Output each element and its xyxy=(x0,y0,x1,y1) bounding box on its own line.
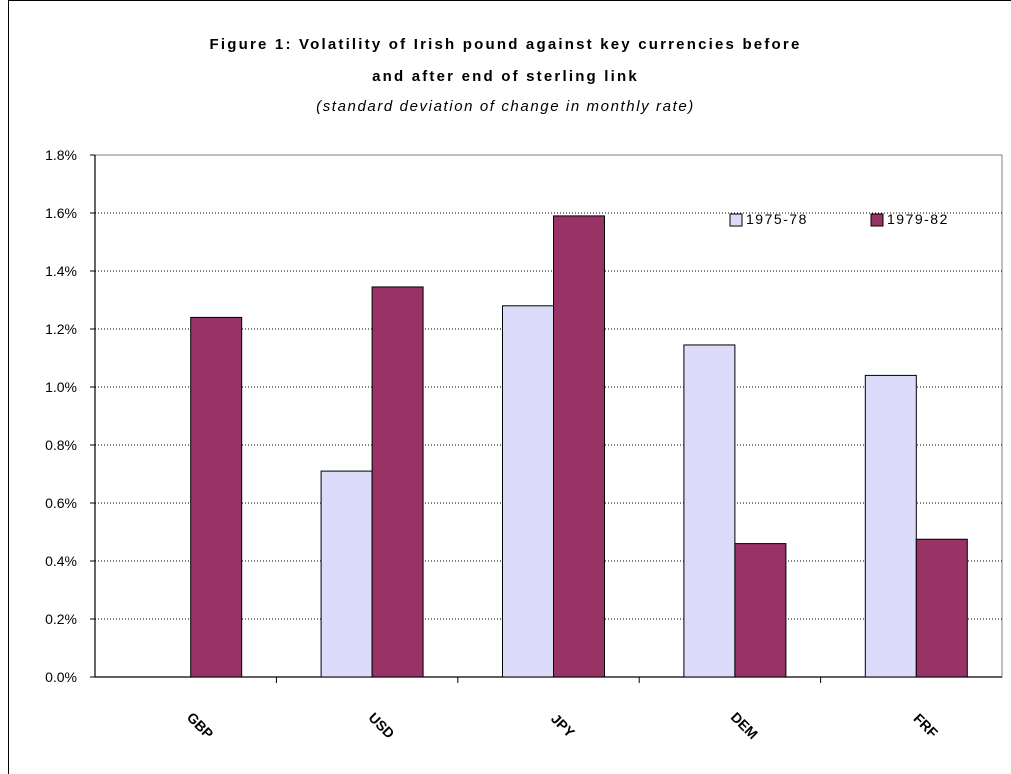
x-tick-label: FRF xyxy=(911,710,942,741)
chart-title-line2: and after end of sterling link xyxy=(372,68,639,85)
y-tick-label: 0.0% xyxy=(45,669,77,685)
y-tick-label: 0.2% xyxy=(45,611,77,627)
y-tick-label: 1.4% xyxy=(45,263,77,279)
y-tick-label: 0.6% xyxy=(45,495,77,511)
bar-dem-1975-78 xyxy=(683,344,736,678)
x-tick-label: GBP xyxy=(184,709,217,742)
bar-frf-1979-82 xyxy=(915,538,968,678)
x-tick-label: DEM xyxy=(728,709,761,742)
y-tick-label: 1.2% xyxy=(45,321,77,337)
y-tick-label: 1.8% xyxy=(45,147,77,163)
bar-frf-1975-78 xyxy=(864,374,917,678)
bar-usd-1975-78 xyxy=(320,470,373,678)
y-tick-label: 0.4% xyxy=(45,553,77,569)
x-tick-label: USD xyxy=(366,709,398,741)
legend-swatch xyxy=(729,213,743,227)
bar-jpy-1979-82 xyxy=(553,215,605,678)
bar-jpy-1975-78 xyxy=(502,305,554,678)
legend-label: 1979-82 xyxy=(887,211,949,227)
chart-subtitle: (standard deviation of change in monthly… xyxy=(316,98,695,115)
bar-usd-1979-82 xyxy=(371,286,424,678)
x-tick-label: JPY xyxy=(548,710,578,740)
chart-title-line1: Figure 1: Volatility of Irish pound agai… xyxy=(209,36,802,53)
y-tick-label: 1.0% xyxy=(45,379,77,395)
legend-swatch xyxy=(870,213,884,227)
legend-label: 1975-78 xyxy=(746,211,808,227)
bar-gbp-1979-82 xyxy=(190,316,243,678)
bar-dem-1979-82 xyxy=(734,543,787,678)
y-tick-label: 0.8% xyxy=(45,437,77,453)
y-tick-label: 1.6% xyxy=(45,205,77,221)
chart-frame xyxy=(8,0,1011,774)
